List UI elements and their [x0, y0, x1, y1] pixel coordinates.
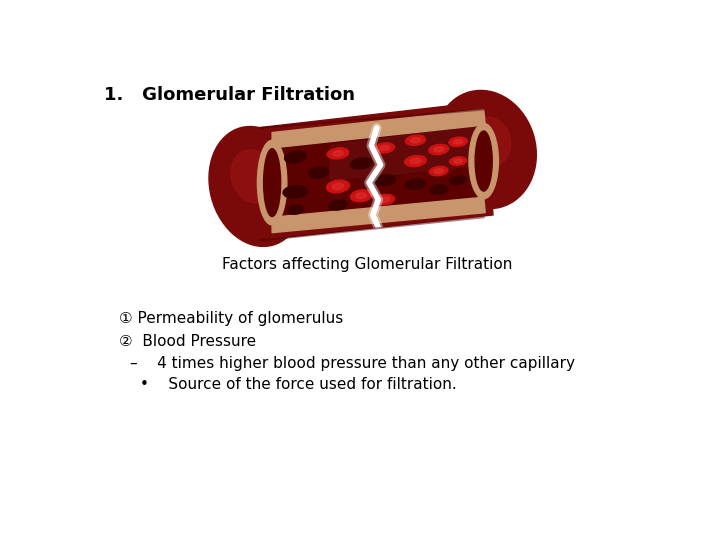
Ellipse shape [410, 138, 420, 143]
Ellipse shape [287, 205, 304, 214]
Polygon shape [330, 125, 485, 180]
Ellipse shape [405, 135, 426, 145]
Ellipse shape [231, 150, 274, 203]
Ellipse shape [410, 158, 421, 164]
Ellipse shape [332, 183, 343, 190]
Ellipse shape [467, 117, 510, 166]
Ellipse shape [329, 200, 347, 210]
Ellipse shape [356, 193, 366, 199]
Ellipse shape [309, 167, 328, 178]
Text: 1.   Glomerular Filtration: 1. Glomerular Filtration [104, 86, 355, 104]
Ellipse shape [374, 175, 395, 186]
Ellipse shape [469, 123, 498, 199]
Polygon shape [272, 125, 485, 217]
Polygon shape [272, 110, 485, 148]
Ellipse shape [475, 131, 492, 191]
Ellipse shape [405, 179, 426, 189]
Ellipse shape [379, 197, 390, 202]
Ellipse shape [351, 190, 372, 201]
Ellipse shape [434, 168, 444, 173]
Ellipse shape [374, 143, 395, 153]
Ellipse shape [454, 159, 462, 163]
Ellipse shape [264, 148, 281, 217]
Ellipse shape [327, 148, 348, 159]
Text: ②  Blood Pressure: ② Blood Pressure [120, 334, 256, 349]
Ellipse shape [449, 157, 467, 165]
Polygon shape [272, 197, 485, 233]
Ellipse shape [430, 166, 448, 176]
Ellipse shape [454, 139, 463, 144]
Ellipse shape [449, 137, 467, 146]
Polygon shape [256, 102, 493, 240]
Ellipse shape [209, 126, 305, 246]
Ellipse shape [430, 185, 448, 194]
Text: –    4 times higher blood pressure than any other capillary: – 4 times higher blood pressure than any… [130, 356, 575, 371]
Ellipse shape [433, 147, 444, 152]
Ellipse shape [434, 90, 536, 208]
Ellipse shape [374, 194, 395, 205]
Text: ① Permeability of glomerulus: ① Permeability of glomerulus [120, 311, 343, 326]
Ellipse shape [333, 151, 343, 156]
Ellipse shape [351, 158, 372, 169]
Ellipse shape [284, 151, 306, 163]
Ellipse shape [405, 156, 426, 166]
Ellipse shape [379, 145, 390, 151]
Ellipse shape [283, 186, 307, 198]
Ellipse shape [258, 140, 287, 225]
Ellipse shape [428, 144, 449, 154]
Ellipse shape [326, 180, 349, 193]
Text: Factors affecting Glomerular Filtration: Factors affecting Glomerular Filtration [222, 257, 513, 272]
Text: •    Source of the force used for filtration.: • Source of the force used for filtratio… [140, 377, 457, 392]
Ellipse shape [449, 176, 467, 185]
